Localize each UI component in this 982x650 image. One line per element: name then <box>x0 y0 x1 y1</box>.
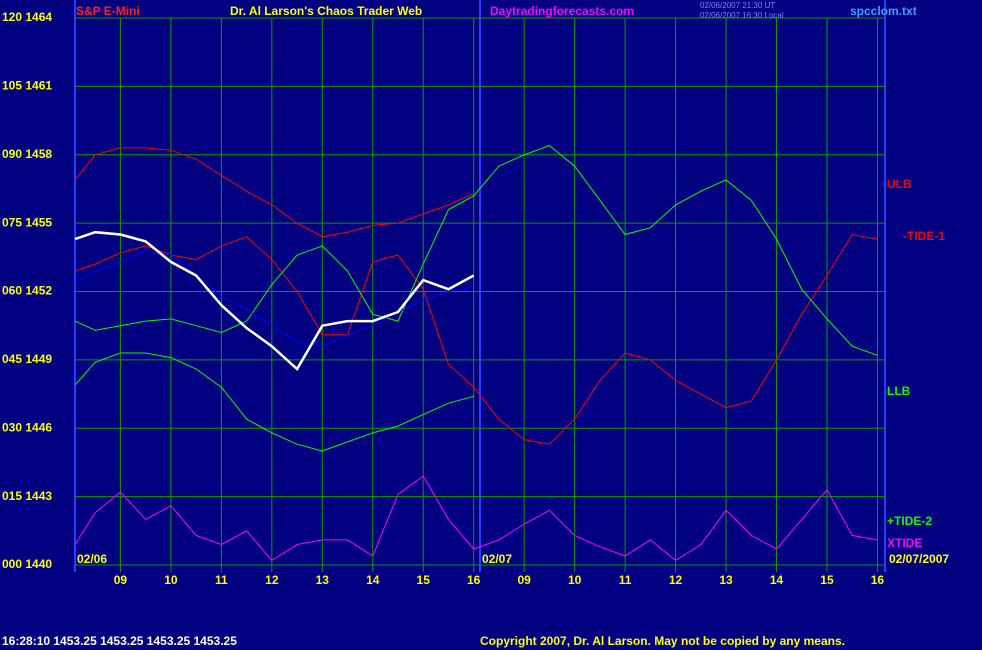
x-tick-label: 14 <box>366 573 380 587</box>
date-label: 02/06 <box>77 552 107 566</box>
chart-title: Dr. Al Larson's Chaos Trader Web <box>230 4 422 18</box>
series-line <box>74 147 474 238</box>
series-label: +TIDE-2 <box>887 514 932 528</box>
y-tick-label: 090 1458 <box>2 147 52 161</box>
instrument: S&P E-Mini <box>76 4 140 18</box>
y-tick-label: 030 1446 <box>2 420 52 434</box>
series-label: XTIDE <box>887 536 922 550</box>
x-tick-label: 09 <box>517 573 531 587</box>
y-tick-label: 045 1449 <box>2 352 52 366</box>
y-tick-label: 000 1440 <box>2 557 52 571</box>
x-tick-label: 15 <box>820 573 834 587</box>
timestamp: 02/06/2007 16:30 Local <box>700 11 784 20</box>
x-tick-label: 14 <box>770 573 784 587</box>
x-tick-label: 10 <box>568 573 582 587</box>
y-tick-label: 105 1461 <box>2 79 52 93</box>
site: Daytradingforecasts.com <box>490 4 634 18</box>
series-label: -TIDE-1 <box>903 229 945 243</box>
x-tick-label: 13 <box>719 573 733 587</box>
y-tick-label: 120 1464 <box>2 10 52 24</box>
file-name: spcclom.txt <box>850 4 917 18</box>
x-tick-label: 12 <box>265 573 279 587</box>
timestamp: 02/06/2007 21:30 UT <box>700 1 775 10</box>
y-tick-label: 060 1452 <box>2 284 52 298</box>
date-label: 02/07 <box>482 552 512 566</box>
copyright: Copyright 2007, Dr. Al Larson. May not b… <box>480 634 845 648</box>
x-tick-label: 11 <box>215 573 228 587</box>
x-tick-label: 09 <box>114 573 128 587</box>
x-tick-label: 13 <box>316 573 330 587</box>
series-label: ULB <box>887 177 912 191</box>
date-label: 02/07/2007 <box>889 552 949 566</box>
series-label: LLB <box>887 384 911 398</box>
y-tick-label: 075 1455 <box>2 215 52 229</box>
series-line <box>74 233 878 445</box>
marks <box>74 145 878 562</box>
x-tick-label: 15 <box>417 573 431 587</box>
series-line <box>74 145 878 356</box>
series-line <box>74 352 474 452</box>
x-tick-label: 16 <box>871 573 885 587</box>
y-tick-label: 015 1443 <box>2 489 52 503</box>
x-tick-label: 10 <box>164 573 178 587</box>
series-line <box>74 230 475 371</box>
series-line <box>74 475 878 562</box>
x-tick-label: 16 <box>467 573 481 587</box>
series-line <box>74 249 474 347</box>
x-tick-label: 11 <box>619 573 632 587</box>
status-line: 16:28:10 1453.25 1453.25 1453.25 1453.25 <box>2 634 237 648</box>
x-tick-label: 12 <box>669 573 683 587</box>
